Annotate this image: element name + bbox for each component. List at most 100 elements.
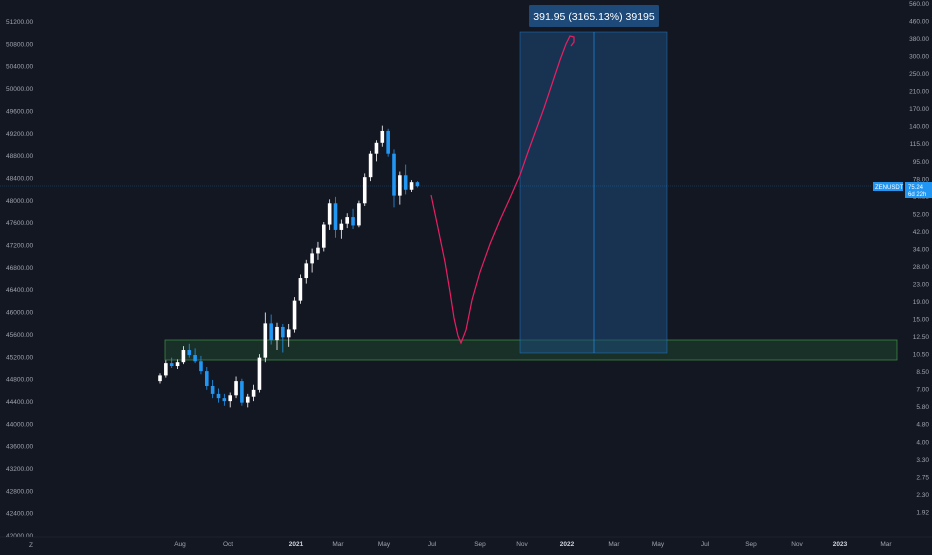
candle-body <box>199 361 203 372</box>
candle-body <box>164 363 168 376</box>
time-axis-label: 2022 <box>560 541 575 548</box>
right-axis-tick-label: 560.00 <box>909 1 929 8</box>
candle-body <box>403 175 408 190</box>
candle-body <box>362 177 367 204</box>
price-tag-bg <box>905 182 932 198</box>
candle-body <box>368 153 373 178</box>
range-tooltip-text: 391.95 (3165.13%) 39195 <box>533 11 655 23</box>
left-axis-tick-label: 49200.00 <box>6 131 33 138</box>
right-axis-tick-label: 28.00 <box>913 264 930 271</box>
left-axis-tick-label: 46400.00 <box>6 287 33 294</box>
time-axis-label: Nov <box>791 541 803 548</box>
candle-body <box>234 381 238 396</box>
left-axis-tick-label: 44000.00 <box>6 421 33 428</box>
left-price-axis[interactable]: 51200.00 50800.00 50400.00 50000.00 49600.00… <box>6 19 33 540</box>
left-axis-tick-label: 44400.00 <box>6 399 33 406</box>
right-axis-tick-label: 42.00 <box>913 229 930 236</box>
candle-body <box>298 278 303 301</box>
time-axis-label: Oct <box>223 541 233 548</box>
time-axis-label: Nov <box>516 541 528 548</box>
right-axis-tick-label: 52.00 <box>913 211 930 218</box>
candle-body <box>339 223 344 230</box>
candle-body <box>275 326 279 341</box>
right-axis-tick-label: 4.80 <box>916 422 929 429</box>
candle-body <box>345 217 349 224</box>
candle-body <box>245 396 250 403</box>
right-axis-tick-label: 2.75 <box>916 474 929 481</box>
candle-body <box>327 203 332 225</box>
candle-body <box>181 350 186 363</box>
candle-body <box>205 371 209 386</box>
right-axis-tick-label: 8.50 <box>916 369 929 376</box>
candle-body <box>251 389 256 397</box>
left-axis-tick-label: 44800.00 <box>6 377 33 384</box>
symbol-tag-text: ZENUSDT <box>875 185 904 191</box>
right-price-axis[interactable]: 560.00 460.00 380.00 300.00 250.00 210.00 170.… <box>909 1 929 516</box>
right-axis-tick-label: 460.00 <box>909 19 929 26</box>
candle-body <box>222 398 227 402</box>
right-axis-tick-label: 140.00 <box>909 124 929 131</box>
candle-body <box>374 142 379 154</box>
time-axis[interactable]: Aug Oct 2021 Mar May Jul Sep Nov 2022 Mar May Jul Se… <box>174 541 892 548</box>
candle-body <box>310 253 314 264</box>
left-axis-tick-label: 50800.00 <box>6 41 33 48</box>
range-tooltip-bg <box>529 5 659 27</box>
candle-body <box>263 323 268 358</box>
time-axis-bg <box>0 537 932 550</box>
range-tooltip: 391.95 (3165.13%) 39195 <box>529 5 659 27</box>
candle-body <box>392 153 396 196</box>
price-tag-timer: 6d 22h <box>908 192 926 198</box>
candle-body <box>216 393 221 399</box>
candle-body <box>210 385 215 394</box>
time-axis-label: 2023 <box>833 541 848 548</box>
left-axis-tick-label: 49600.00 <box>6 108 33 115</box>
right-axis-tick-label: 5.80 <box>916 404 929 411</box>
left-axis-tick-label: 47600.00 <box>6 220 33 227</box>
candle-body <box>409 182 414 190</box>
time-axis-label: Mar <box>608 541 620 548</box>
right-axis-tick-label: 95.00 <box>913 159 930 166</box>
symbol-tag: ZENUSDT <box>873 182 904 191</box>
candle-body <box>380 130 385 143</box>
left-axis-tick-label: 47200.00 <box>6 243 33 250</box>
time-axis-label: Jul <box>701 541 710 548</box>
left-axis-tick-label: 45600.00 <box>6 332 33 339</box>
right-axis-tick-label: 300.00 <box>909 54 929 61</box>
left-axis-tick-label: 42800.00 <box>6 488 33 495</box>
candle-body <box>292 300 297 330</box>
time-axis-label: Aug <box>174 541 186 548</box>
right-axis-tick-label: 7.00 <box>916 387 929 394</box>
candle-body <box>322 224 326 248</box>
left-axis-tick-label: 42400.00 <box>6 511 33 518</box>
left-axis-tick-label: 45200.00 <box>6 354 33 361</box>
candle-body <box>304 263 309 279</box>
right-axis-tick-label: 34.00 <box>913 246 930 253</box>
candle-body <box>281 326 285 338</box>
candle-body <box>351 217 355 226</box>
settings-icon[interactable]: Z <box>29 542 33 549</box>
left-axis-tick-label: 50000.00 <box>6 86 33 93</box>
left-axis-tick-label: 51200.00 <box>6 19 33 26</box>
left-axis-tick-label: 48000.00 <box>6 198 33 205</box>
left-axis-tick-label: 42000.00 <box>6 533 33 540</box>
range-measure-box[interactable] <box>519 31 668 354</box>
right-axis-tick-label: 170.00 <box>909 106 929 113</box>
time-axis-label: Mar <box>332 541 344 548</box>
projection-curve[interactable] <box>430 35 575 345</box>
left-axis-tick-label: 43600.00 <box>6 444 33 451</box>
candle-body <box>415 182 420 187</box>
time-axis-label: May <box>378 541 391 548</box>
left-axis-tick-label: 46800.00 <box>6 265 33 272</box>
time-axis-label: 2021 <box>289 541 304 548</box>
candle-body <box>269 323 273 341</box>
candle-body <box>175 362 180 367</box>
right-axis-tick-label: 380.00 <box>909 36 929 43</box>
right-axis-tick-label: 1.92 <box>916 509 929 516</box>
price-tag: 75.24 6d 22h <box>905 182 932 198</box>
time-axis-label: Sep <box>474 541 486 548</box>
right-axis-tick-label: 3.30 <box>916 457 929 464</box>
time-axis-label: Mar <box>880 541 892 548</box>
right-axis-tick-label: 115.00 <box>910 141 930 148</box>
